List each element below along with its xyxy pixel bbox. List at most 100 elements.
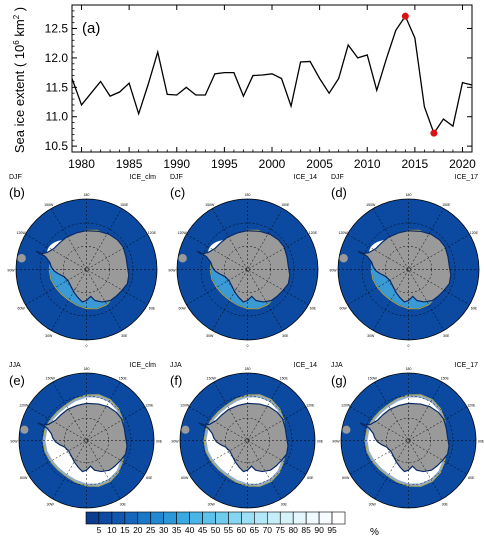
colorbar-label: 15 — [120, 525, 130, 535]
longitude-label: 60E — [146, 476, 153, 480]
longitude-label: 30W — [47, 502, 55, 506]
longitude-label: 120W — [17, 231, 27, 235]
longitude-label: 90W — [332, 440, 340, 444]
longitude-label: 120E — [148, 231, 157, 235]
meridian — [188, 406, 307, 475]
longitude-label: 60W — [181, 476, 189, 480]
antarctica-landmass — [359, 402, 450, 473]
south-america-tip — [178, 253, 187, 263]
antarctica-landmass — [198, 402, 289, 473]
longitude-label: 150E — [280, 377, 289, 381]
longitude-label: 180 — [406, 193, 412, 197]
south-america-tip — [339, 253, 348, 263]
map-season-label: DJF — [170, 174, 183, 181]
meridian — [213, 381, 282, 500]
highlight-point — [430, 129, 438, 137]
longitude-label: 120E — [467, 403, 476, 407]
colorbar-label: 75 — [276, 525, 286, 535]
longitude-label: 150W — [368, 377, 378, 381]
longitude-label: 60E — [307, 476, 314, 480]
colorbar-box — [98, 511, 113, 525]
south-america-tip — [17, 253, 26, 263]
meridian — [374, 381, 443, 500]
x-tick-label: 1980 — [68, 157, 95, 171]
meridian — [188, 406, 307, 475]
colorbar-label: 95 — [327, 525, 337, 535]
longitude-label: 30E — [443, 334, 450, 338]
colorbar-box — [111, 511, 126, 525]
x-tick-label: 1995 — [211, 157, 238, 171]
antarctica-landmass — [35, 230, 130, 303]
meridian — [52, 381, 121, 500]
map-run-label: ICE_14 — [294, 362, 317, 369]
colorbar-box — [331, 511, 346, 525]
y-tick-label: 12.0 — [45, 51, 69, 65]
x-axis: 1980 1985 1990 1995 2000 2005 2010 2015 2020 — [68, 5, 476, 171]
antarctica-landmass — [37, 402, 128, 473]
longitude-label: 60E — [468, 476, 475, 480]
meridian — [347, 234, 470, 305]
x-tick-label: 1985 — [116, 157, 143, 171]
meridian — [349, 406, 468, 475]
longitude-label: 60E — [149, 306, 156, 310]
meridian — [51, 208, 122, 331]
longitude-label: 30W — [208, 502, 216, 506]
y-tick-label: 10.5 — [45, 139, 69, 153]
map-panel-label: (c) — [170, 185, 185, 200]
panel-label-a: (a) — [82, 20, 100, 37]
longitude-label: 150E — [441, 377, 450, 381]
longitude-label: 60E — [310, 306, 317, 310]
longitude-label: 90W — [7, 269, 15, 273]
map-panel-label: (e) — [9, 373, 25, 388]
meridian — [373, 208, 444, 331]
meridian — [186, 234, 309, 305]
colorbar-box — [215, 511, 229, 525]
map-run-label: ICE_17 — [455, 362, 478, 369]
colorbar-label: 90 — [314, 525, 324, 535]
polar-map-4: JJA ICE_clm 30E 60E 90E 120E 150E 180 150W 120W 90… — [9, 362, 162, 509]
map-panel-label: (d) — [331, 185, 347, 200]
longitude-label: 30W — [369, 502, 377, 506]
longitude-label: 180 — [406, 367, 412, 371]
colorbar-box — [305, 511, 320, 525]
longitude-label: 90E — [156, 440, 162, 444]
longitude-label: 30E — [282, 334, 289, 338]
colorbar-box — [279, 511, 294, 525]
colorbar-labels: 5 10 15 20 25 30 35 40 45 50 55 60 65 70 75 80 85 90 95 — [97, 525, 337, 535]
map-season-label: JJA — [331, 362, 343, 369]
map-panel-label: (b) — [9, 185, 25, 200]
colorbar-box — [176, 511, 190, 525]
x-tick-label: 2000 — [259, 157, 286, 171]
colorbar-label: 30 — [159, 525, 169, 535]
colorbar-label: 25 — [146, 525, 156, 535]
longitude-label: 120E — [145, 403, 154, 407]
colorbar-label: 10 — [107, 525, 117, 535]
highlight-points — [401, 12, 438, 137]
longitude-label: 30W — [367, 334, 375, 338]
longitude-label: 60W — [342, 476, 350, 480]
longitude-label: 150E — [120, 203, 129, 207]
chart-frame — [71, 4, 473, 153]
colorbar-label: 80 — [288, 525, 298, 535]
longitude-label: 30E — [442, 502, 449, 506]
longitude-label: 0 — [247, 344, 249, 348]
south-america-tip — [181, 425, 190, 434]
map-season-label: JJA — [170, 362, 182, 369]
polar-map-2: DJF ICE_14 0 30E 60E 120E 150E 180 150W 120W 90W 60… — [168, 174, 319, 348]
colorbar-box — [228, 511, 242, 525]
meridian — [213, 381, 282, 500]
colorbar-box — [124, 511, 139, 525]
longitude-label: 30E — [120, 502, 127, 506]
longitude-label: 30W — [206, 334, 214, 338]
colorbar-label: 40 — [185, 525, 195, 535]
colorbar-label: 60 — [237, 525, 247, 535]
colorbar-label: 65 — [250, 525, 260, 535]
longitude-label: 120W — [341, 403, 351, 407]
y-axis-label: Sea ice extent ( 106 km2 ) — [12, 7, 27, 153]
polar-map-6: JJA ICE_17 30E 60E 90E 120E 150E 180 150W 120W 90W… — [331, 362, 484, 509]
highlight-point — [401, 12, 409, 20]
map-run-label: ICE_14 — [294, 174, 317, 181]
colorbar-box — [202, 511, 216, 525]
map-run-label: ICE_17 — [455, 174, 478, 181]
map-panel-label: (f) — [170, 373, 182, 388]
